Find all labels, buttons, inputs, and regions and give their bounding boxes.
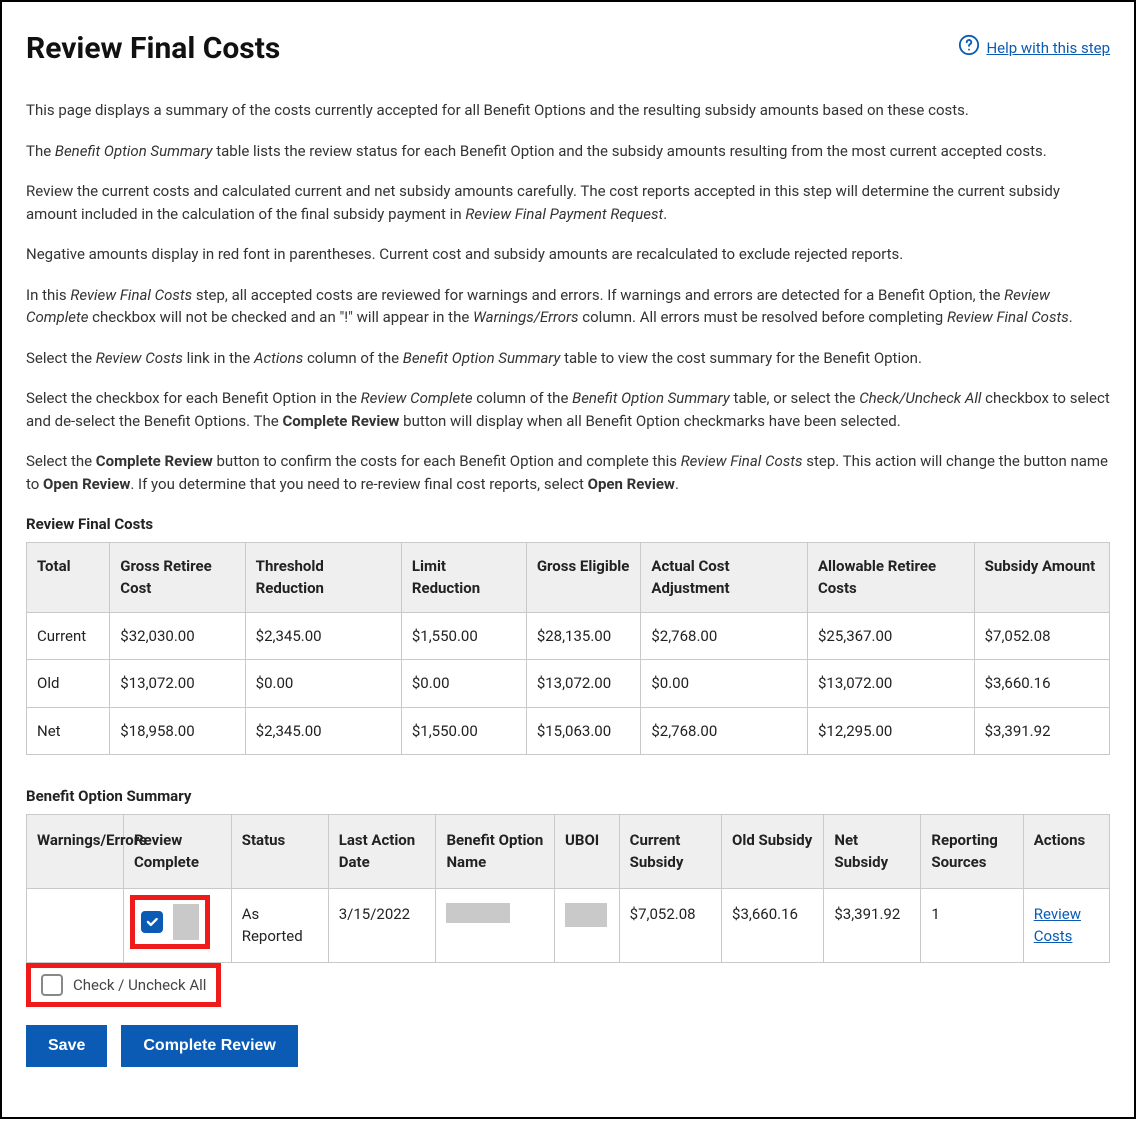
column-header: Actions <box>1023 814 1109 888</box>
cell-old-subsidy: $3,660.16 <box>722 888 824 962</box>
redacted-block <box>173 904 199 940</box>
table-cell: Current <box>27 612 110 660</box>
column-header: Review Complete <box>123 814 231 888</box>
cell-benefit-option-name <box>436 888 555 962</box>
check-all-checkbox[interactable] <box>41 974 63 996</box>
table-cell: $2,345.00 <box>245 612 401 660</box>
cell-reporting-sources: 1 <box>921 888 1023 962</box>
table-cell: $3,391.92 <box>974 707 1109 755</box>
column-header: Last Action Date <box>328 814 436 888</box>
intro-p4: Negative amounts display in red font in … <box>26 243 1110 266</box>
table-row: Current$32,030.00$2,345.00$1,550.00$28,1… <box>27 612 1110 660</box>
complete-review-button[interactable]: Complete Review <box>121 1025 297 1067</box>
help-icon <box>958 34 980 63</box>
cell-review-complete <box>123 888 231 962</box>
intro-p7: Select the checkbox for each Benefit Opt… <box>26 387 1110 432</box>
table-cell: $28,135.00 <box>526 612 641 660</box>
table-cell: Old <box>27 660 110 708</box>
summary-table: Warnings/ErrorsReview CompleteStatusLast… <box>26 814 1110 963</box>
cell-warnings <box>27 888 124 962</box>
review-costs-link[interactable]: Review Costs <box>1034 905 1081 946</box>
intro-p2: The Benefit Option Summary table lists t… <box>26 140 1110 163</box>
page-title: Review Final Costs <box>26 26 280 71</box>
table-cell: $7,052.08 <box>974 612 1109 660</box>
table-cell: $13,072.00 <box>807 660 974 708</box>
check-all-label: Check / Uncheck All <box>73 974 206 997</box>
review-complete-checkbox[interactable] <box>141 911 163 933</box>
table-cell: $25,367.00 <box>807 612 974 660</box>
table-cell: $2,768.00 <box>641 707 808 755</box>
table-cell: $12,295.00 <box>807 707 974 755</box>
table-cell: $13,072.00 <box>110 660 245 708</box>
column-header: Status <box>231 814 328 888</box>
cell-last-action-date: 3/15/2022 <box>328 888 436 962</box>
column-header: Old Subsidy <box>722 814 824 888</box>
costs-table-title: Review Final Costs <box>26 513 1110 536</box>
intro-p8: Select the Complete Review button to con… <box>26 450 1110 495</box>
cell-net-subsidy: $3,391.92 <box>824 888 921 962</box>
table-row: As Reported 3/15/2022 $7,052.08 $3,660.1… <box>27 888 1110 962</box>
highlight-review-complete <box>130 895 210 949</box>
table-cell: $0.00 <box>401 660 526 708</box>
redacted-block <box>446 903 510 923</box>
cell-current-subsidy: $7,052.08 <box>619 888 721 962</box>
intro-p6: Select the Review Costs link in the Acti… <box>26 347 1110 370</box>
column-header: Subsidy Amount <box>974 542 1109 612</box>
table-cell: $15,063.00 <box>526 707 641 755</box>
column-header: Warnings/Errors <box>27 814 124 888</box>
table-cell: $2,345.00 <box>245 707 401 755</box>
table-cell: $18,958.00 <box>110 707 245 755</box>
column-header: UBOI <box>555 814 620 888</box>
table-cell: $1,550.00 <box>401 707 526 755</box>
column-header: Gross Retiree Cost <box>110 542 245 612</box>
column-header: Benefit Option Name <box>436 814 555 888</box>
table-row: Net$18,958.00$2,345.00$1,550.00$15,063.0… <box>27 707 1110 755</box>
costs-table: TotalGross Retiree CostThreshold Reducti… <box>26 542 1110 756</box>
cell-status: As Reported <box>231 888 328 962</box>
column-header: Gross Eligible <box>526 542 641 612</box>
column-header: Threshold Reduction <box>245 542 401 612</box>
table-cell: Net <box>27 707 110 755</box>
table-cell: $0.00 <box>641 660 808 708</box>
column-header: Total <box>27 542 110 612</box>
cell-actions: Review Costs <box>1023 888 1109 962</box>
intro-p3: Review the current costs and calculated … <box>26 180 1110 225</box>
intro-p1: This page displays a summary of the cost… <box>26 99 1110 122</box>
table-row: Old$13,072.00$0.00$0.00$13,072.00$0.00$1… <box>27 660 1110 708</box>
column-header: Actual Cost Adjustment <box>641 542 808 612</box>
help-link-label: Help with this step <box>986 37 1110 60</box>
table-cell: $2,768.00 <box>641 612 808 660</box>
column-header: Reporting Sources <box>921 814 1023 888</box>
column-header: Allowable Retiree Costs <box>807 542 974 612</box>
table-cell: $32,030.00 <box>110 612 245 660</box>
table-cell: $13,072.00 <box>526 660 641 708</box>
table-cell: $3,660.16 <box>974 660 1109 708</box>
help-link[interactable]: Help with this step <box>958 34 1110 63</box>
redacted-block <box>565 903 607 927</box>
table-cell: $0.00 <box>245 660 401 708</box>
table-cell: $1,550.00 <box>401 612 526 660</box>
cell-uboi <box>555 888 620 962</box>
save-button[interactable]: Save <box>26 1025 107 1067</box>
intro-p5: In this Review Final Costs step, all acc… <box>26 284 1110 329</box>
summary-table-title: Benefit Option Summary <box>26 785 1110 808</box>
column-header: Net Subsidy <box>824 814 921 888</box>
column-header: Limit Reduction <box>401 542 526 612</box>
column-header: Current Subsidy <box>619 814 721 888</box>
highlight-check-all: Check / Uncheck All <box>26 963 221 1008</box>
